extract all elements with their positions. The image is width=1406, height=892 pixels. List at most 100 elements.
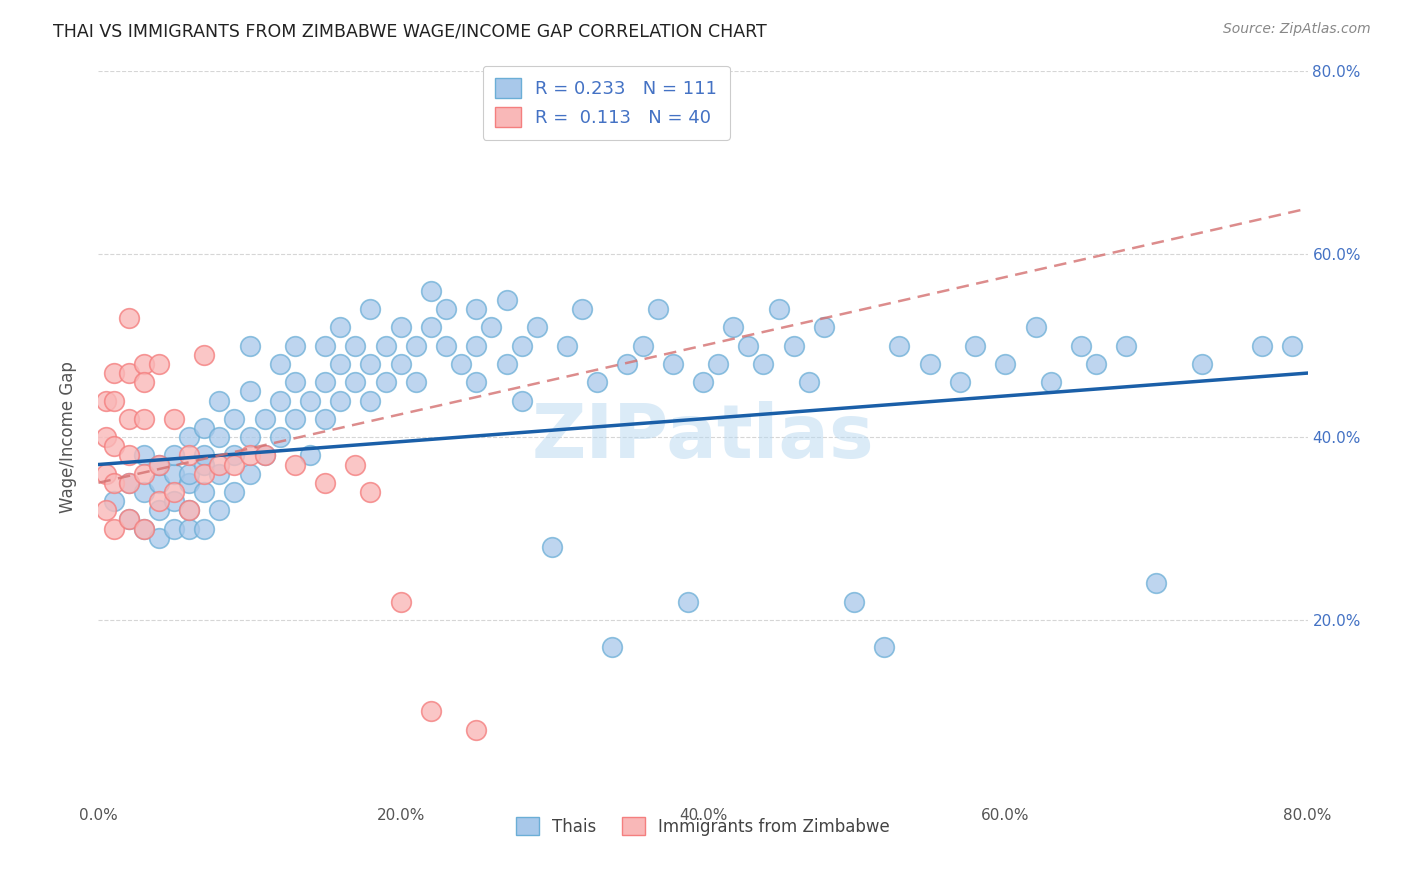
Point (405, 375, 427, 389)
Point (495, 293, 517, 307)
Point (179, 467, 201, 481)
Point (360, 301, 382, 317)
Point (1070, 338, 1092, 352)
Point (420, 320, 443, 334)
Point (163, 467, 186, 481)
Point (179, 503, 201, 517)
Point (118, 512, 141, 526)
Point (163, 494, 186, 508)
Point (163, 521, 186, 535)
Point (813, 320, 835, 334)
Point (94, 393, 117, 408)
Point (193, 448, 215, 462)
Point (994, 357, 1017, 371)
Point (602, 640, 624, 655)
Point (555, 338, 578, 352)
Point (284, 375, 307, 389)
Point (253, 448, 276, 462)
Point (797, 375, 820, 389)
Point (299, 393, 322, 408)
Point (1281, 338, 1303, 352)
Point (571, 301, 593, 317)
Point (148, 531, 170, 545)
Point (208, 430, 231, 444)
Point (723, 320, 745, 334)
Point (224, 458, 246, 472)
Point (193, 348, 215, 362)
Point (103, 494, 125, 508)
Point (118, 475, 141, 490)
Text: THAI VS IMMIGRANTS FROM ZIMBABWE WAGE/INCOME GAP CORRELATION CHART: THAI VS IMMIGRANTS FROM ZIMBABWE WAGE/IN… (53, 22, 768, 40)
Point (344, 375, 367, 389)
Point (132, 412, 155, 426)
Point (510, 393, 533, 408)
Point (103, 393, 125, 408)
Point (118, 475, 141, 490)
Point (314, 412, 336, 426)
Point (269, 357, 291, 371)
Point (1085, 357, 1108, 371)
Point (329, 320, 352, 334)
Point (737, 338, 759, 352)
Point (239, 467, 262, 481)
Point (1251, 338, 1274, 352)
Point (94, 467, 117, 481)
Point (465, 338, 488, 352)
Point (208, 393, 231, 408)
Point (253, 412, 276, 426)
Point (1039, 375, 1062, 389)
Point (132, 521, 155, 535)
Point (360, 485, 382, 500)
Point (148, 475, 170, 490)
Point (239, 430, 262, 444)
Point (269, 430, 291, 444)
Point (208, 458, 231, 472)
Point (118, 448, 141, 462)
Point (344, 338, 367, 352)
Point (163, 485, 186, 500)
Y-axis label: Wage/Income Gap: Wage/Income Gap (59, 361, 77, 513)
Point (132, 357, 155, 371)
Point (450, 357, 472, 371)
Point (374, 375, 396, 389)
Point (314, 338, 336, 352)
Legend: Thais, Immigrants from Zimbabwe: Thais, Immigrants from Zimbabwe (506, 807, 900, 846)
Point (692, 375, 714, 389)
Point (540, 540, 562, 554)
Point (676, 594, 699, 608)
Point (465, 301, 488, 317)
Text: ZIPatlas: ZIPatlas (531, 401, 875, 474)
Point (918, 357, 941, 371)
Point (94, 503, 117, 517)
Point (163, 448, 186, 462)
Point (314, 375, 336, 389)
Point (434, 301, 457, 317)
Point (224, 412, 246, 426)
Point (253, 448, 276, 462)
Point (103, 475, 125, 490)
Point (465, 375, 488, 389)
Point (844, 594, 866, 608)
Point (284, 458, 307, 472)
Point (148, 494, 170, 508)
Point (179, 503, 201, 517)
Point (148, 458, 170, 472)
Point (193, 521, 215, 535)
Point (193, 485, 215, 500)
Point (284, 412, 307, 426)
Point (1144, 576, 1167, 591)
Point (465, 723, 488, 737)
Point (586, 375, 609, 389)
Point (148, 503, 170, 517)
Point (389, 357, 412, 371)
Point (179, 448, 201, 462)
Point (118, 412, 141, 426)
Point (269, 393, 291, 408)
Point (360, 393, 382, 408)
Point (193, 458, 215, 472)
Point (103, 521, 125, 535)
Point (329, 393, 352, 408)
Point (208, 467, 231, 481)
Point (420, 705, 443, 719)
Point (889, 338, 911, 352)
